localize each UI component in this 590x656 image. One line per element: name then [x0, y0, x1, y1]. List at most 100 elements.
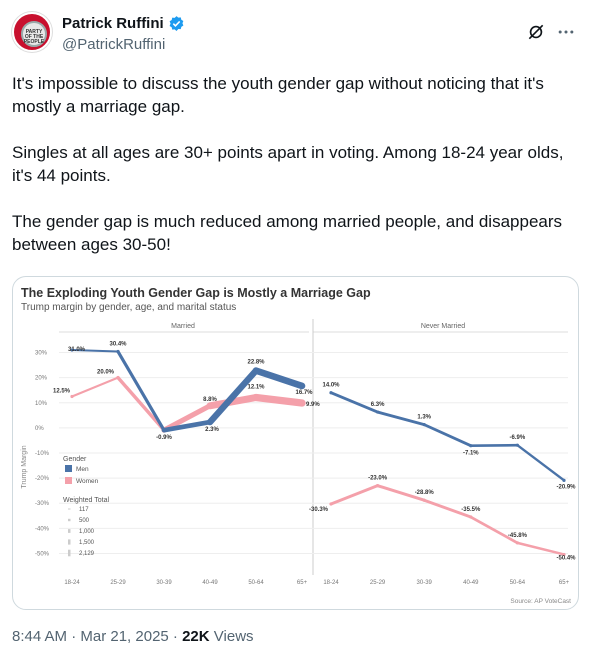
x-tick-label: 65+: [559, 580, 570, 586]
author-name-row: Patrick Ruffini: [62, 15, 185, 32]
data-label: 30.4%: [109, 342, 127, 348]
weight-swatch: [68, 539, 71, 545]
x-tick-label: 18-24: [64, 580, 80, 586]
legend-weight-title: Weighted Total: [63, 497, 109, 504]
data-point-men: [162, 428, 166, 432]
y-tick-label: 20%: [35, 376, 48, 382]
legend-swatch-women: [65, 477, 72, 484]
data-label: -28.8%: [415, 490, 435, 496]
data-point-men: [562, 478, 566, 482]
tweet-header: PARTY OF THE PEOPLE Patrick Ruffini @Pat…: [12, 12, 578, 58]
data-point-women: [70, 394, 74, 399]
series-segment-women: [252, 393, 306, 407]
data-label: 1.3%: [417, 415, 431, 421]
series-segment-men: [161, 419, 213, 433]
avatar[interactable]: PARTY OF THE PEOPLE: [12, 12, 52, 52]
legend-title: Gender: [63, 456, 87, 463]
data-label: -30.3%: [309, 507, 329, 513]
data-label: -35.5%: [461, 507, 481, 513]
panel-title-married: Married: [171, 323, 195, 330]
legend-label-men: Men: [76, 466, 89, 473]
data-point-men: [376, 410, 380, 414]
data-label: -45.8%: [508, 533, 528, 539]
x-tick-label: 50-64: [510, 580, 526, 586]
x-tick-label: 18-24: [323, 580, 339, 586]
data-label: 12.5%: [53, 388, 71, 394]
data-point-men: [116, 349, 120, 354]
data-label: 12.1%: [247, 384, 265, 390]
weight-label: 1,500: [79, 540, 95, 546]
data-point-women: [329, 502, 333, 506]
data-point-women: [562, 552, 566, 557]
avatar-badge: PARTY OF THE PEOPLE: [21, 21, 47, 47]
series-segment-men: [376, 410, 426, 427]
y-tick-label: 10%: [35, 401, 48, 407]
data-label: -7.1%: [463, 451, 479, 457]
series-segment-men: [252, 367, 306, 390]
series-segment-women: [161, 403, 213, 433]
grid: 30% 20% 10% 0% -10% -20% -30% -40% -50%: [35, 351, 568, 557]
data-point-men: [469, 444, 473, 448]
y-tick-label: -30%: [35, 501, 50, 507]
series-segment-women: [206, 394, 260, 410]
chart-image-card[interactable]: The Exploding Youth Gender Gap is Mostly…: [12, 276, 579, 610]
y-axis-label: Trump Margin: [21, 445, 28, 488]
weight-swatch: [68, 518, 71, 522]
data-label: -20.9%: [556, 484, 576, 490]
legend: Gender Men Women Weighted Total 117 500 1,…: [63, 456, 109, 557]
weight-swatch: [68, 508, 71, 510]
weight-label: 1,000: [79, 529, 95, 535]
x-tick-label: 25-29: [370, 580, 386, 586]
data-label: 16.7%: [295, 390, 313, 396]
legend-label-women: Women: [76, 478, 99, 485]
data-label: -6.9%: [510, 435, 526, 441]
series-segment-women: [422, 498, 473, 519]
data-point-women: [254, 395, 258, 400]
data-label: 20.0%: [97, 370, 115, 376]
data-point-men: [515, 443, 519, 447]
data-label: 31.0%: [68, 347, 86, 353]
marks: 18-24 25-29 30-39 40-49 50-64 65+ 31.0% 30.4% -0…: [53, 342, 576, 586]
x-tick-label: 25-29: [110, 580, 126, 586]
chart: The Exploding Youth Gender Gap is Mostly…: [21, 286, 576, 605]
grok-icon[interactable]: [526, 22, 546, 42]
series-segment-women: [516, 541, 566, 556]
x-tick-label: 30-39: [156, 580, 172, 586]
series-segment-men: [70, 349, 120, 353]
verified-badge-icon: [169, 16, 184, 31]
y-tick-label: -20%: [35, 476, 50, 482]
data-point-men: [422, 423, 426, 427]
data-point-men: [208, 420, 212, 424]
data-point-women: [208, 404, 212, 408]
author-handle[interactable]: @PatrickRuffini: [62, 36, 166, 53]
tweet-paragraph: It's impossible to discuss the youth gen…: [12, 74, 544, 116]
author-name[interactable]: Patrick Ruffini: [62, 15, 164, 32]
series-segment-men: [206, 367, 260, 426]
data-point-women: [422, 498, 426, 502]
chart-title: The Exploding Youth Gender Gap is Mostly…: [21, 286, 371, 300]
legend-swatch-men: [65, 465, 72, 472]
more-icon[interactable]: [556, 22, 576, 42]
series-segment-men: [329, 391, 380, 414]
tweet-paragraph: Singles at all ages are 30+ points apart…: [12, 143, 564, 185]
series-segment-women: [70, 376, 120, 398]
tweet-timestamp[interactable]: 8:44 AM · Mar 21, 2025 ·: [12, 628, 183, 645]
y-tick-label: -10%: [35, 451, 50, 457]
tweet-meta: 8:44 AM · Mar 21, 2025 · 22K Views: [12, 628, 254, 645]
avatar-text: PARTY OF THE PEOPLE: [23, 29, 45, 45]
data-point-women: [376, 484, 380, 488]
weight-swatch: [68, 529, 71, 533]
tweet-text: It's impossible to discuss the youth gen…: [12, 72, 580, 279]
x-tick-label: 65+: [297, 580, 308, 586]
chart-subtitle: Trump margin by gender, age, and marital…: [21, 302, 236, 313]
data-label: 6.3%: [371, 402, 385, 408]
data-label: 14.0%: [322, 383, 340, 389]
x-tick-label: 40-49: [463, 580, 479, 586]
series-segment-men: [422, 423, 473, 448]
panel-title-never-married: Never Married: [421, 323, 465, 330]
y-tick-label: -50%: [35, 551, 50, 557]
data-point-men: [300, 384, 304, 388]
x-tick-label: 40-49: [202, 580, 218, 586]
data-point-men: [254, 369, 258, 373]
y-tick-label: -40%: [35, 526, 50, 532]
